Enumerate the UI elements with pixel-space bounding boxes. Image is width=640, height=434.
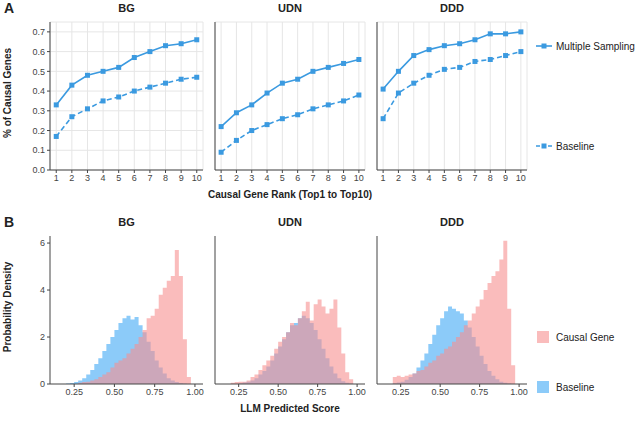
svg-text:4: 4 (40, 285, 45, 295)
html-text:LLM Predicted Score: LLM Predicted Score (240, 403, 340, 414)
svg-text:0.50: 0.50 (431, 387, 449, 397)
html-text:Causal Gene Rank (Top1 to Top1: Causal Gene Rank (Top1 to Top10) (207, 189, 372, 200)
html-text:Causal Gene: Causal Gene (556, 331, 615, 343)
html-text:% of Causal Genes: % of Causal Genes (1, 48, 13, 138)
svg-text:5: 5 (116, 173, 121, 183)
svg-text:0.6: 0.6 (32, 47, 45, 57)
html-text:UDN: UDN (278, 2, 302, 14)
svg-text:2: 2 (234, 173, 239, 183)
svg-text:0.1: 0.1 (32, 145, 45, 155)
html-text:B: B (4, 214, 15, 230)
html-text:Probability Density: Probability Density (1, 261, 13, 353)
svg-text:8: 8 (326, 173, 331, 183)
svg-text:0.75: 0.75 (146, 387, 164, 397)
svg-text:0.25: 0.25 (230, 387, 248, 397)
svg-text:8: 8 (163, 173, 168, 183)
svg-text:2: 2 (396, 173, 401, 183)
svg-text:1.00: 1.00 (348, 387, 366, 397)
svg-text:0.7: 0.7 (32, 27, 45, 37)
svg-text:0.25: 0.25 (65, 387, 83, 397)
svg-text:0.50: 0.50 (106, 387, 124, 397)
svg-text:9: 9 (341, 173, 346, 183)
svg-text:3: 3 (249, 173, 254, 183)
svg-text:1: 1 (54, 173, 59, 183)
svg-text:0: 0 (40, 379, 45, 389)
svg-text:0.25: 0.25 (392, 387, 410, 397)
svg-text:0.0: 0.0 (32, 165, 45, 175)
svg-text:5: 5 (280, 173, 285, 183)
svg-text:3: 3 (85, 173, 90, 183)
svg-text:6: 6 (40, 238, 45, 248)
svg-text:7: 7 (472, 173, 477, 183)
svg-text:0.3: 0.3 (32, 106, 45, 116)
svg-text:4: 4 (427, 173, 432, 183)
svg-text:5: 5 (442, 173, 447, 183)
svg-text:0.5: 0.5 (32, 67, 45, 77)
html-text:UDN: UDN (278, 216, 302, 228)
svg-text:6: 6 (295, 173, 300, 183)
svg-text:1: 1 (381, 173, 386, 183)
svg-text:7: 7 (147, 173, 152, 183)
svg-text:0.2: 0.2 (32, 126, 45, 136)
html-text:A: A (4, 0, 15, 16)
svg-text:2: 2 (40, 332, 45, 342)
html-text:Multiple Sampling: Multiple Sampling (556, 40, 635, 52)
html-text:DDD: DDD (440, 216, 464, 228)
html-text:DDD: DDD (440, 2, 464, 14)
svg-text:9: 9 (503, 173, 508, 183)
svg-text:0.75: 0.75 (471, 387, 489, 397)
svg-text:7: 7 (310, 173, 315, 183)
svg-text:6: 6 (457, 173, 462, 183)
svg-text:10: 10 (354, 173, 364, 183)
svg-text:4: 4 (101, 173, 106, 183)
html-text:Baseline: Baseline (556, 140, 595, 152)
svg-text:1.00: 1.00 (186, 387, 204, 397)
html-text:Baseline: Baseline (556, 381, 595, 393)
svg-text:0.75: 0.75 (309, 387, 327, 397)
svg-text:0.4: 0.4 (32, 86, 45, 96)
svg-text:10: 10 (192, 173, 202, 183)
html-text:BG: BG (118, 216, 135, 228)
html-text:BG: BG (118, 2, 135, 14)
svg-text:3: 3 (411, 173, 416, 183)
svg-text:4: 4 (265, 173, 270, 183)
svg-text:1.00: 1.00 (510, 387, 528, 397)
svg-text:6: 6 (132, 173, 137, 183)
svg-text:1: 1 (219, 173, 224, 183)
svg-text:2: 2 (69, 173, 74, 183)
svg-text:9: 9 (179, 173, 184, 183)
svg-text:0.50: 0.50 (269, 387, 287, 397)
svg-text:8: 8 (488, 173, 493, 183)
svg-text:10: 10 (516, 173, 526, 183)
